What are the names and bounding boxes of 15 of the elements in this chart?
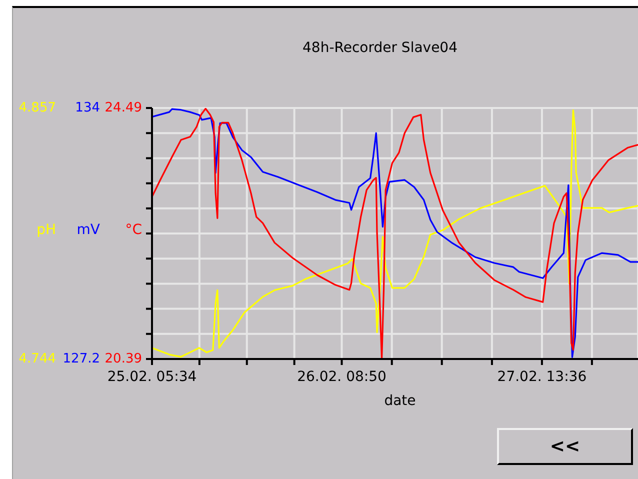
back-button: << bbox=[497, 428, 633, 465]
x-tick-label: 25.02. 05:34 bbox=[107, 369, 197, 385]
y-axis-title: pH bbox=[36, 222, 56, 238]
y-tick-label: 4.857 bbox=[18, 100, 56, 116]
y2-tick-label: 134 bbox=[75, 100, 100, 116]
x-tick-label: 26.02. 08:50 bbox=[297, 369, 386, 385]
chart-title: 48h-Recorder Slave04 bbox=[302, 40, 458, 56]
x-tick-label: 27.02. 13:36 bbox=[497, 369, 587, 385]
y-tick-label: 4.744 bbox=[18, 352, 56, 366]
y2-axis-title: mV bbox=[76, 222, 100, 238]
y2-tick-label: 127.2 bbox=[62, 352, 100, 366]
x-axis-title: date bbox=[383, 393, 417, 409]
y3-tick-label: 20.39 bbox=[104, 352, 142, 366]
y3-axis-title: °C bbox=[124, 222, 142, 238]
y3-tick-label: 24.49 bbox=[104, 100, 142, 116]
